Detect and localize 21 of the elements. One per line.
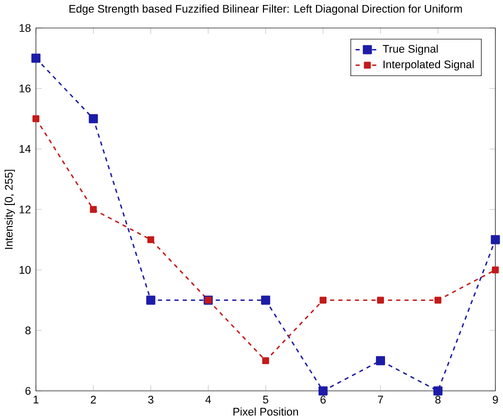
y-tick-label: 16: [20, 84, 31, 92]
x-axis-title: Pixel Position: [233, 407, 298, 416]
legend-label: True Signal: [382, 44, 438, 55]
y-axis-title: Intensity [0, 255]: [4, 170, 15, 249]
y-tick-label: 18: [20, 24, 31, 32]
y-tick-label: 10: [20, 266, 31, 274]
x-tick-label: 8: [435, 396, 440, 404]
y-tick-label: 8: [25, 326, 31, 334]
y-tick-label: 12: [20, 206, 30, 214]
x-tick-label: 9: [492, 396, 498, 404]
x-tick-label: 3: [148, 396, 154, 404]
legend-label: Interpolated Signal: [384, 60, 474, 70]
x-tick-label: 4: [205, 396, 211, 404]
x-tick-label: 1: [34, 396, 38, 404]
x-tick-label: 2: [90, 396, 96, 404]
y-tick-label: 14: [20, 145, 31, 153]
x-tick-label: 7: [378, 396, 384, 404]
x-tick-label: 5: [263, 396, 268, 404]
y-tick-label: 6: [25, 386, 31, 395]
x-tick-label: 6: [320, 396, 326, 404]
chart-title: Edge Strength based Fuzzified Bilinear Filter: Left Diagonal Direction for Uniform: [70, 4, 462, 15]
